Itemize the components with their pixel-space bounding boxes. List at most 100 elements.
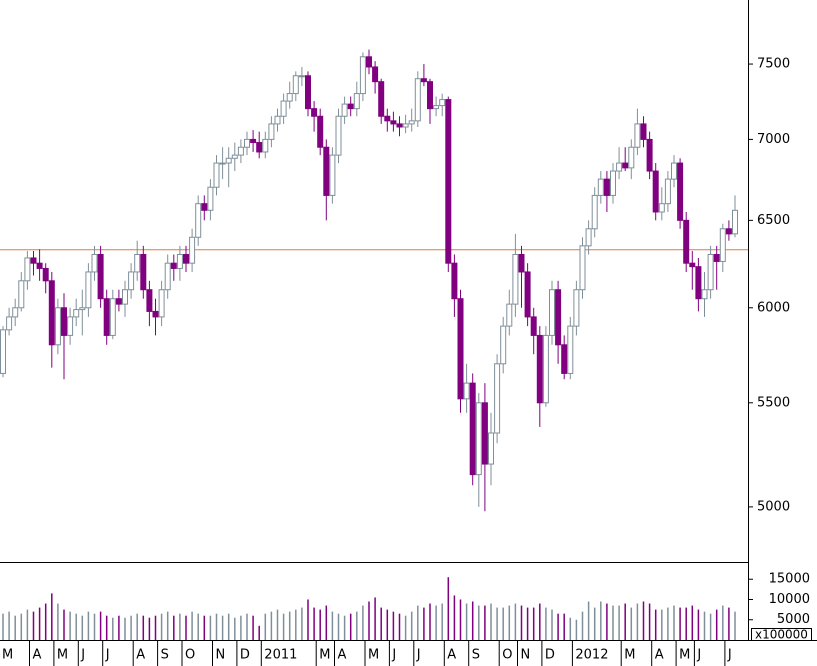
- candle-body: [103, 298, 110, 336]
- candle-body: [353, 93, 360, 110]
- volume-bar: [624, 603, 626, 640]
- candle-body: [573, 289, 580, 327]
- volume-bar: [471, 601, 474, 640]
- volume-bar: [368, 601, 370, 640]
- candle-body: [439, 99, 446, 107]
- candle-body: [85, 271, 92, 309]
- x-tick-label: A: [136, 648, 145, 663]
- volume-bar: [112, 617, 114, 640]
- candle-body: [231, 154, 238, 159]
- candle-body: [616, 162, 623, 172]
- volume-bar: [270, 611, 273, 640]
- candle-body: [262, 138, 269, 153]
- volume-bar: [734, 611, 736, 640]
- candle-body: [329, 154, 336, 196]
- volume-bar: [722, 605, 724, 640]
- candle-body: [244, 138, 250, 148]
- volume-bar: [685, 607, 687, 640]
- candle-body: [164, 262, 171, 291]
- volume-bar: [478, 605, 480, 640]
- x-tick-label: M: [624, 648, 635, 663]
- volume-bar: [648, 603, 651, 640]
- candle-body: [225, 157, 232, 164]
- x-tick-label: M: [57, 648, 68, 663]
- volume-bar: [600, 601, 602, 640]
- candle-body: [506, 303, 513, 327]
- candle-body: [219, 162, 226, 165]
- candle-body: [79, 307, 86, 311]
- volume-bar: [301, 607, 303, 640]
- candle-body: [372, 66, 379, 83]
- volume-bar: [532, 607, 535, 640]
- volume-bar: [99, 611, 102, 640]
- volume-bar: [215, 613, 218, 640]
- y-tick-label: 7500: [757, 57, 790, 72]
- volume-bar: [715, 609, 718, 640]
- candle-body: [36, 262, 43, 269]
- candle-body: [274, 115, 281, 125]
- volume-bar: [703, 611, 706, 640]
- y-tick-label: 6000: [757, 300, 790, 315]
- candle-body: [567, 325, 574, 374]
- candle-body: [536, 334, 543, 404]
- volume-bar: [14, 615, 16, 640]
- volume-bar: [606, 603, 608, 640]
- candle-body: [469, 382, 476, 476]
- candle-body: [664, 178, 671, 205]
- volume-bar: [490, 603, 492, 640]
- candle-body: [420, 78, 427, 83]
- volume-bar: [392, 611, 395, 640]
- volume-bar: [453, 595, 456, 640]
- volume-bar: [447, 577, 450, 640]
- volume-bar: [142, 615, 145, 640]
- candle-body: [73, 309, 80, 318]
- volume-bar: [154, 615, 157, 640]
- candle-body: [695, 266, 702, 300]
- volume-bar: [417, 605, 419, 640]
- candle-body: [97, 253, 104, 300]
- volume-bar: [581, 611, 584, 640]
- volume-bar: [356, 611, 358, 640]
- volume-bar: [423, 607, 425, 640]
- candle-body: [457, 298, 464, 400]
- candle-body: [689, 262, 696, 268]
- volume-bar: [264, 613, 267, 640]
- volume-bar: [221, 615, 224, 640]
- volume-bar: [459, 599, 462, 640]
- volume-bar: [63, 609, 65, 640]
- volume-bar: [307, 599, 309, 640]
- volume-bar: [93, 613, 96, 640]
- volume-bar: [118, 615, 120, 640]
- candle-body: [48, 280, 55, 346]
- candle-body: [524, 271, 531, 318]
- x-tick-label: A: [447, 648, 456, 663]
- volume-bar: [87, 611, 90, 640]
- volume-bar: [8, 611, 10, 640]
- x-tick-label: J: [105, 648, 110, 663]
- x-tick-label: N: [216, 648, 226, 663]
- candle-body: [671, 162, 677, 180]
- volume-bar: [331, 611, 334, 640]
- candle-body: [195, 203, 202, 238]
- x-tick-label: M: [679, 648, 690, 663]
- volume-unit-label: x100000: [755, 628, 808, 642]
- x-tick-label: A: [338, 648, 347, 663]
- volume-bar: [465, 603, 468, 640]
- volume-bar: [441, 603, 443, 640]
- candle-body: [311, 108, 318, 117]
- x-tick-label: D: [545, 648, 555, 663]
- candle-body: [237, 146, 244, 156]
- volume-bar: [148, 617, 151, 640]
- volume-bar: [203, 615, 206, 640]
- volume-bar: [667, 607, 669, 640]
- volume-bar: [2, 613, 4, 640]
- candle-body: [292, 75, 299, 95]
- volume-bar: [587, 601, 590, 640]
- volume-bar: [69, 611, 71, 640]
- candle-body: [250, 138, 257, 144]
- volume-bar: [51, 593, 53, 640]
- candle-body: [146, 289, 153, 312]
- volume-bar: [709, 613, 712, 640]
- volume-bar: [349, 613, 352, 640]
